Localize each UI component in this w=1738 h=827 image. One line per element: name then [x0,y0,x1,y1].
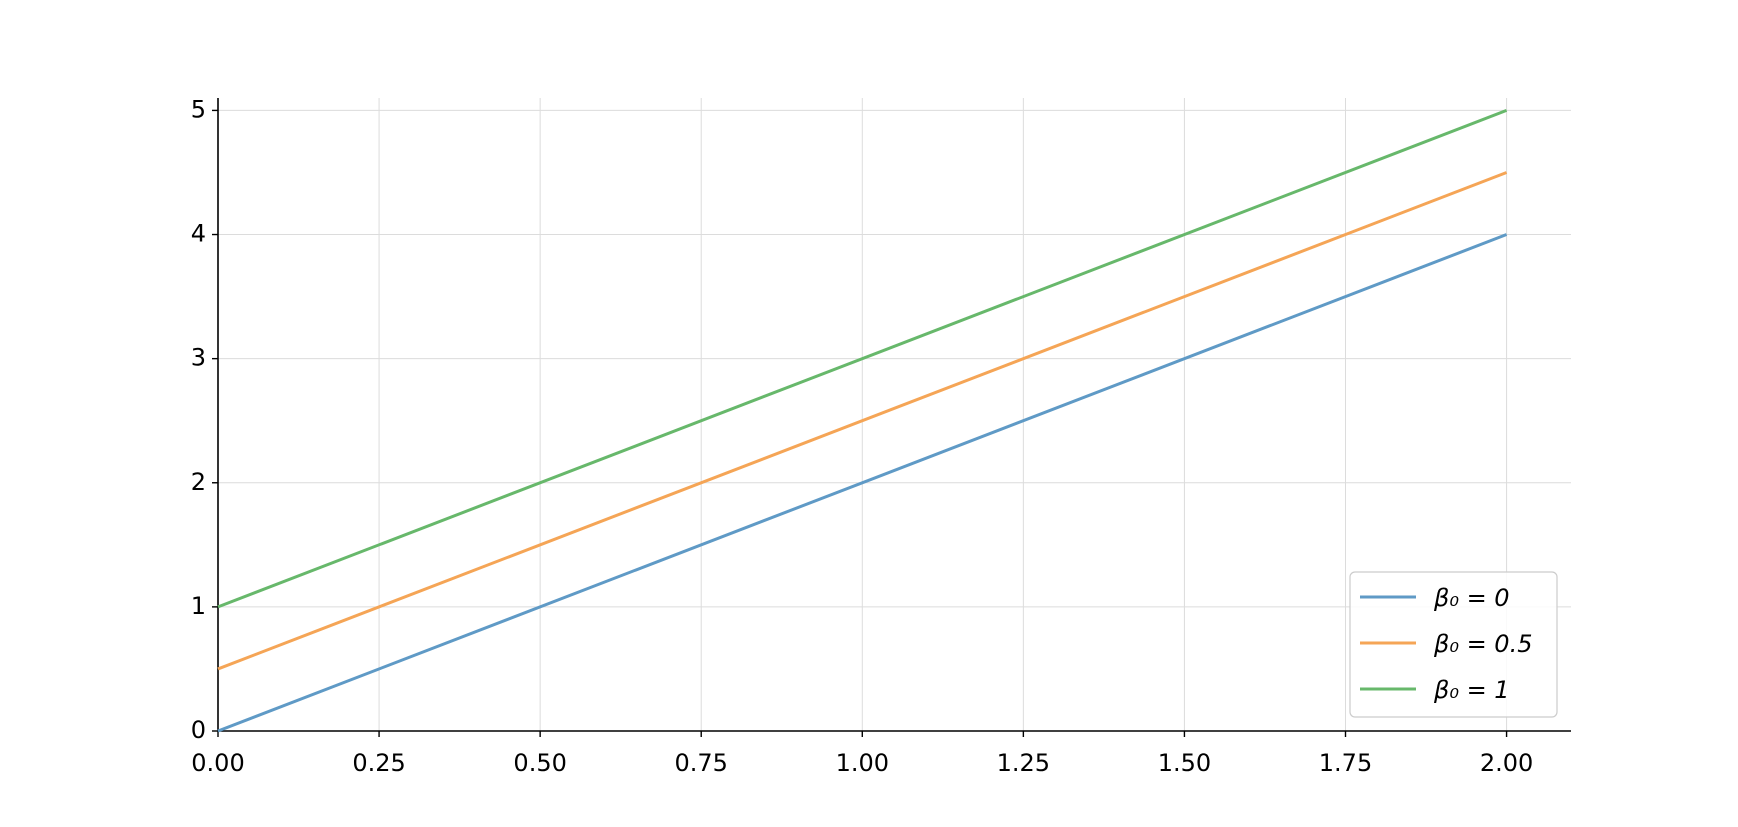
series-line [217,171,1508,671]
y-tick-label: 3 [191,344,206,372]
y-tick-label: 0 [191,716,206,744]
x-tick-label: 0.00 [191,749,244,777]
x-tick-label: 0.75 [674,749,727,777]
y-tick-label: 2 [191,468,206,496]
legend-box [1349,571,1558,718]
series-line [217,233,1508,733]
legend-label: β₀ = 0 [1433,584,1510,612]
legend-label: β₀ = 0.5 [1433,630,1532,658]
x-tick-label: 0.25 [352,749,405,777]
legend-label: β₀ = 1 [1433,676,1510,704]
x-tick-label: 1.50 [1158,749,1211,777]
x-tick-label: 1.25 [997,749,1050,777]
x-tick-label: 1.75 [1319,749,1372,777]
series-line [217,109,1508,609]
x-tick-label: 1.00 [836,749,889,777]
x-tick-label: 2.00 [1480,749,1533,777]
x-tick-label: 0.50 [513,749,566,777]
legend: β₀ = 0 β₀ = 0.5 β₀ = 1 [1349,571,1558,718]
y-tick-label: 4 [191,220,206,248]
y-tick-label: 5 [191,95,206,123]
y-tick-label: 1 [191,592,206,620]
